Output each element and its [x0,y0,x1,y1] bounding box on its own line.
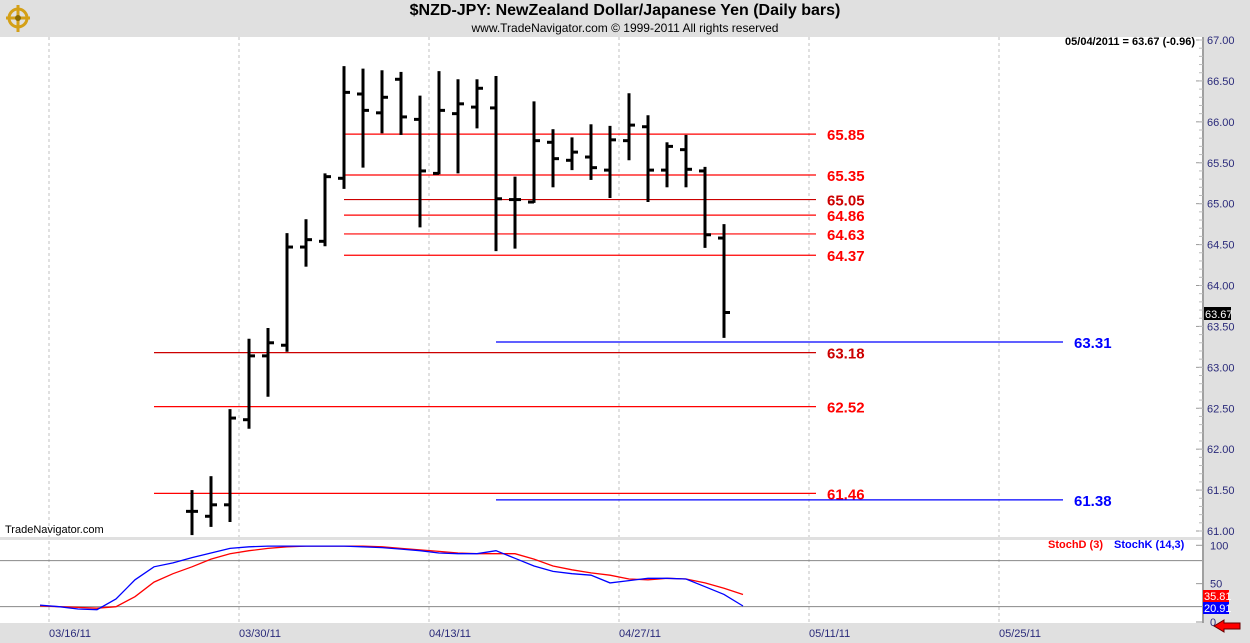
stoch-k-last-badge: 20.91 [1203,602,1232,615]
ohlc-bar [642,115,654,203]
chart-title: $NZD-JPY: NewZealand Dollar/Japanese Yen… [409,2,841,19]
ohlc-bar [224,409,236,522]
price-tick-label: 66.50 [1207,76,1235,88]
ohlc-bar [623,93,635,161]
ohlc-bar [699,166,711,248]
stoch-d-last-badge: 35.81 [1203,590,1232,603]
panel-separator [0,537,1202,540]
ohlc-bar [509,176,521,249]
ohlc-bar [319,173,331,247]
level-label: 61.46 [827,486,865,503]
stoch-panel [0,540,1202,623]
trade-navigator-logo-icon [3,2,33,34]
svg-text:20.91: 20.91 [1204,603,1232,615]
stoch-d-line [39,545,744,609]
ohlc-bar [566,137,578,171]
level-label: 65.35 [827,168,865,185]
ohlc-bar [661,142,673,188]
ohlc-bar [585,124,597,180]
level-label: 62.52 [827,400,865,417]
date-tick-label: 05/25/11 [999,628,1041,640]
last-price-badge: 63.67 [1204,307,1233,321]
price-tick-label: 65.00 [1207,199,1235,211]
stoch-k-legend: StochK (14,3) [1114,539,1185,551]
price-tick-label: 64.50 [1207,240,1235,252]
price-tick-label: 62.50 [1207,403,1235,415]
level-label: 65.85 [827,127,865,144]
ohlc-bar [357,68,369,168]
chart-subtitle: www.TradeNavigator.com © 1999-2011 All r… [471,21,779,35]
price-panel [0,37,1202,537]
svg-text:63.67: 63.67 [1205,309,1233,321]
level-label: 64.37 [827,248,865,265]
price-tick-label: 63.50 [1207,321,1235,333]
ohlc-bar [243,338,255,429]
price-tick-label: 64.00 [1207,281,1235,293]
stoch-tick-label: 100 [1210,540,1228,552]
ohlc-bar [490,76,502,252]
ohlc-bar [718,224,730,338]
ohlc-bar [281,233,293,352]
level-label: 64.63 [827,227,865,244]
level-label: 65.05 [827,193,865,210]
stoch-tick-label: 50 [1210,579,1222,591]
scroll-right-arrow-icon[interactable] [1213,619,1241,633]
ohlc-bar [262,328,274,397]
ohlc-bar [338,66,350,189]
level-label: 63.31 [1074,335,1112,352]
ohlc-bar [376,70,388,134]
level-label: 61.38 [1074,493,1112,510]
ohlc-bar [395,71,407,135]
date-tick-label: 03/16/11 [49,628,91,640]
stoch-k-line [39,545,744,611]
ohlc-bar [604,125,616,198]
level-label: 63.18 [827,346,865,363]
ohlc-bar [452,79,464,174]
stoch-d-legend: StochD (3) [1048,539,1103,551]
stoch-tick-label: 0 [1210,617,1216,629]
price-tick-label: 67.00 [1207,35,1235,47]
ohlc-bar [680,134,692,188]
price-tick-label: 65.50 [1207,158,1235,170]
svg-text:35.81: 35.81 [1204,591,1232,603]
price-tick-label: 66.00 [1207,117,1235,129]
ohlc-bar [414,95,426,228]
date-tick-label: 03/30/11 [239,628,281,640]
ohlc-bar [186,490,198,536]
ohlc-bar [528,101,540,204]
ohlc-bar [433,71,445,175]
date-tick-label: 04/27/11 [619,628,661,640]
date-tick-label: 04/13/11 [429,628,471,640]
ohlc-bar [300,219,312,267]
ohlc-bar [547,129,559,188]
price-tick-label: 61.00 [1207,526,1235,538]
price-tick-label: 63.00 [1207,362,1235,374]
ohlc-bar [205,476,217,527]
date-tick-label: 05/11/11 [809,628,850,640]
price-tick-label: 61.50 [1207,485,1235,497]
ohlc-bar [471,79,483,129]
price-tick-label: 62.00 [1207,444,1235,456]
level-label: 64.86 [827,208,865,225]
watermark: TradeNavigator.com [5,524,104,536]
last-quote: 05/04/2011 = 63.67 (-0.96) [1065,36,1195,48]
